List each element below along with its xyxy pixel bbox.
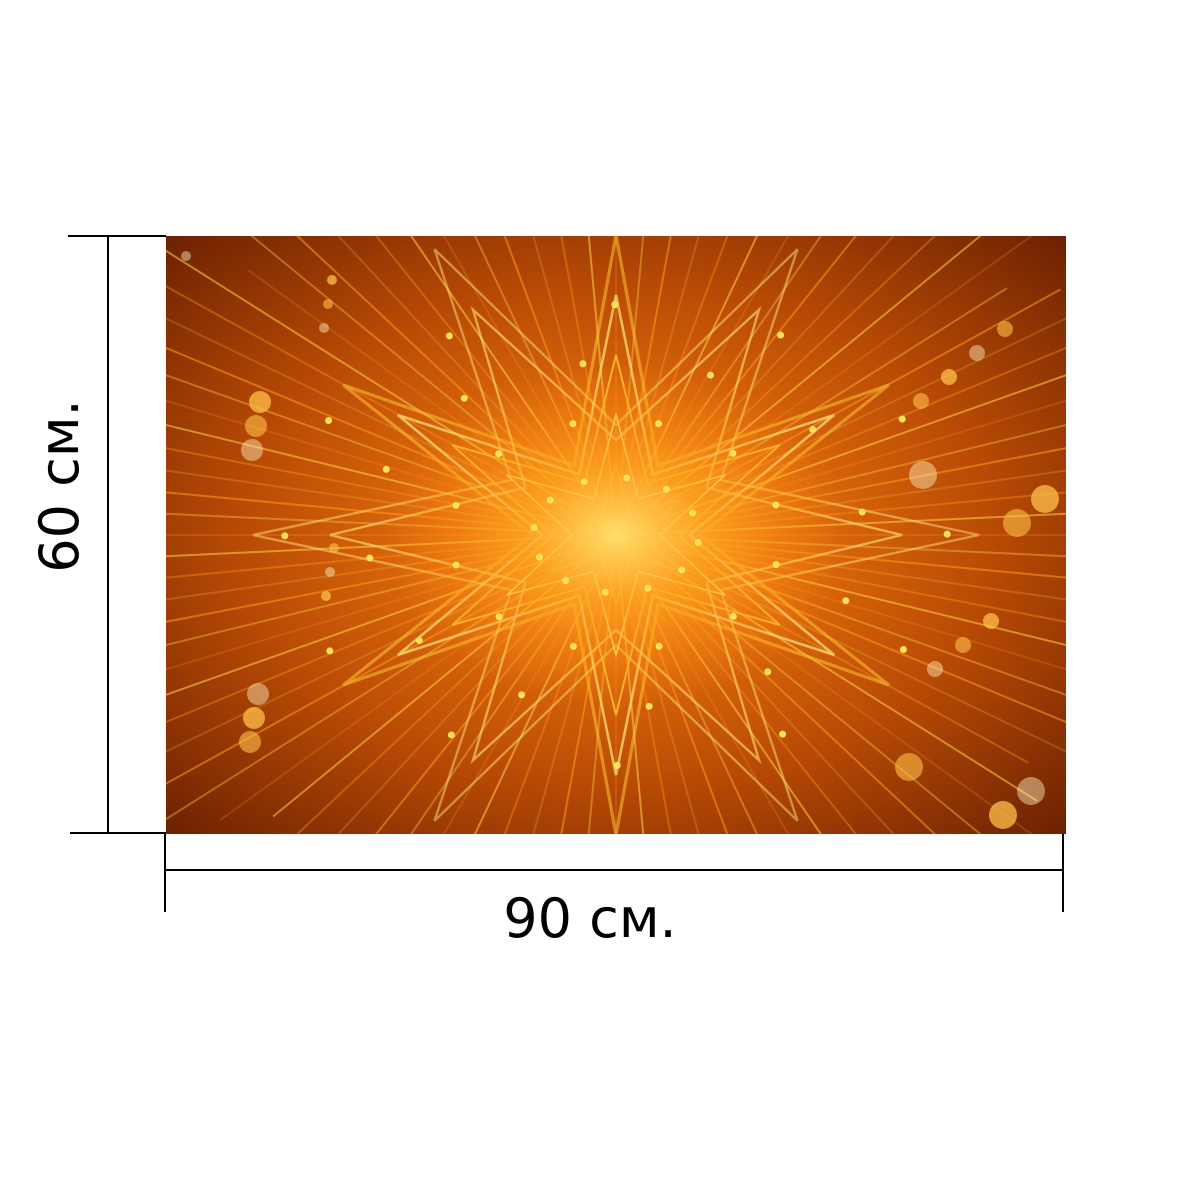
product-image — [166, 236, 1066, 834]
height-dimension-bottom-tick — [70, 832, 166, 834]
height-dimension-line — [107, 235, 109, 834]
width-dimension-left-tick — [164, 834, 166, 912]
kaleidoscope-star-image — [166, 236, 1066, 834]
height-dimension-top-tick — [68, 235, 166, 237]
width-dimension-line — [164, 869, 1064, 871]
width-label: 90 см. — [503, 887, 677, 950]
height-label: 60 см. — [28, 399, 91, 573]
width-dimension-right-tick — [1062, 834, 1064, 912]
